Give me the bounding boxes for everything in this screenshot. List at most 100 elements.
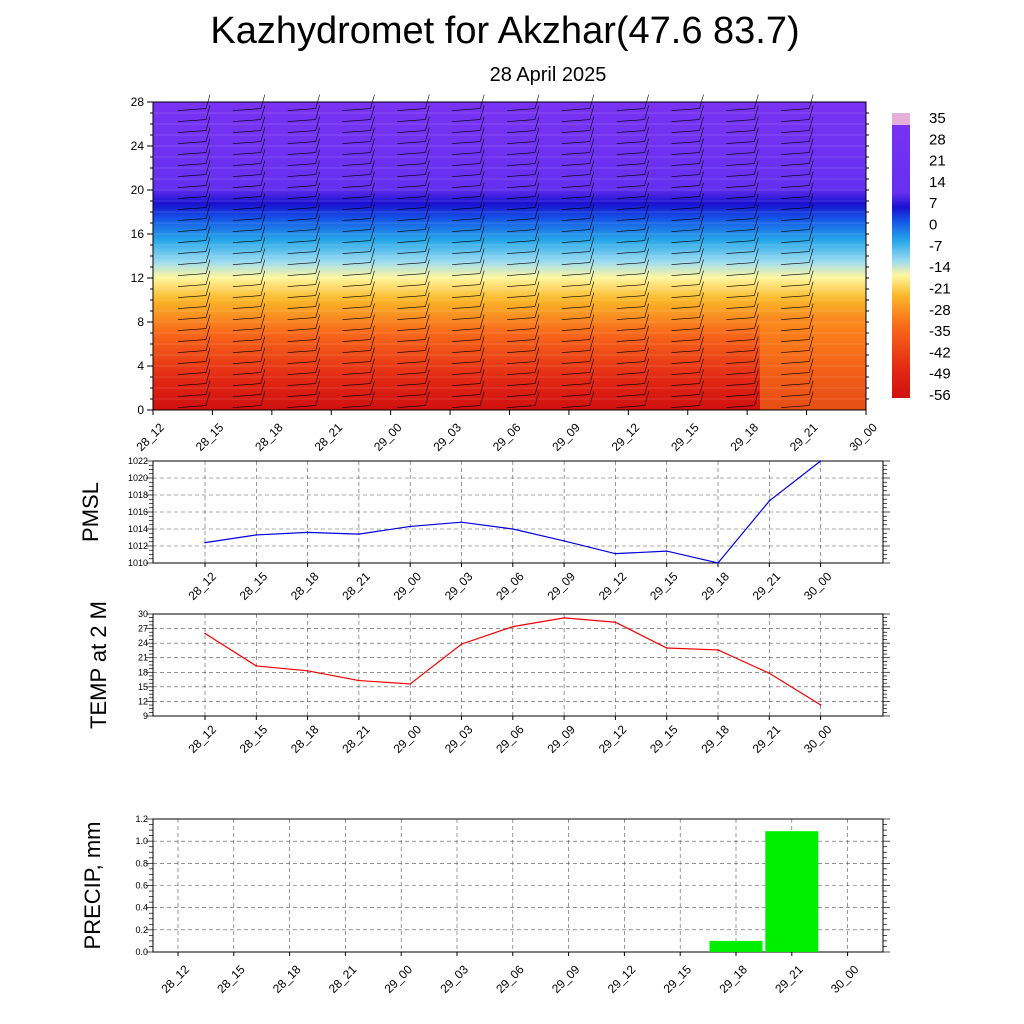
wind-barb-flag [479,171,485,186]
wind-barb [671,127,704,144]
wind-barb [781,116,814,133]
wind-barb [726,248,759,265]
wind-barb-shaft [177,196,207,199]
wind-barb [342,226,375,243]
colorbar-label: -7 [929,238,942,255]
wind-barb-shaft [616,350,645,353]
wind-barb-flag [808,270,814,285]
heatmap-ytick-label: 24 [131,139,145,153]
wind-barb-shaft [561,273,590,276]
wind-barb [452,303,485,320]
wind-barb-shaft [287,119,316,122]
wind-barb [616,369,649,386]
wind-barb [232,380,266,397]
wind-barb-flag [534,182,540,197]
wind-barb [506,138,540,155]
data-point [409,525,412,528]
wind-barb [561,204,595,221]
wind-barb [616,314,649,331]
wind-barb [616,138,649,155]
wind-barb [397,336,430,353]
wind-barb-shaft [342,130,371,133]
wind-barb-flag [205,193,211,208]
wind-barb-shaft [287,185,316,188]
wind-barb-flag [754,358,759,373]
wind-barb-shaft [781,130,810,133]
wind-barb-flag [534,270,540,285]
wind-barb [452,116,485,133]
wind-barb [781,358,814,375]
wind-barb-shaft [671,240,700,243]
wind-barb-shaft [781,394,810,397]
wind-barb-shaft [177,350,207,353]
wind-barb [561,281,595,298]
wind-barb [671,182,704,199]
xtick-label: 28_12 [185,722,219,756]
wind-barb-shaft [781,306,810,309]
wind-barb-shaft [781,108,810,111]
ytick-label: 24 [138,638,148,648]
wind-barb-shaft [342,229,371,232]
wind-barb-flag [479,358,485,373]
wind-barb-flag [754,149,759,164]
wind-barb [781,127,814,144]
wind-barb-flag [370,182,375,197]
wind-barb [452,204,485,221]
colorbar-label: 0 [929,217,937,234]
wind-barb-flag [589,303,595,318]
wind-barb [177,325,211,342]
wind-barb-flag [644,270,649,285]
wind-barb [781,347,814,364]
wind-barb-flag [808,182,814,197]
wind-barb-shaft [232,394,261,397]
wind-barb-shaft [726,141,755,144]
wind-barb [287,281,320,298]
wind-barb [506,226,540,243]
wind-barb-shaft [671,152,700,155]
wind-barb [781,105,814,122]
wind-barb-shaft [342,141,371,144]
wind-barb [561,138,595,155]
data-point [255,534,258,536]
xtick-label: 29_18 [698,722,732,756]
wind-barb [671,248,704,265]
wind-barb-flag [479,237,485,252]
colorbar-label: 28 [929,131,946,148]
wind-barb [671,380,704,397]
wind-barb-flag [315,259,320,274]
wind-barb-flag [425,149,430,164]
wind-barb-flag [699,237,704,252]
wind-barb-flag [808,358,814,373]
wind-barb-flag [479,303,485,318]
wind-barb-shaft [232,108,261,111]
wind-barb [232,226,266,243]
wind-barb-flag [205,226,211,241]
wind-barb [561,270,595,287]
wind-barb [506,105,540,122]
wind-barb-flag [260,270,266,285]
wind-barb-flag [205,391,211,406]
wind-barb-flag [808,369,814,384]
wind-barb-shaft [506,207,536,210]
wind-barb-flag [534,325,540,340]
wind-barb-flag [644,259,649,274]
wind-barb-shaft [671,350,700,353]
wind-barb-shaft [561,130,590,133]
wind-barb-shaft [232,372,261,375]
wind-barb-shaft [671,130,700,133]
wind-barb-shaft [342,207,371,210]
wind-barb-shaft [616,119,645,122]
wind-barb-shaft [616,317,645,320]
wind-barb-shaft [342,317,371,320]
wind-barb [177,193,211,210]
wind-barb-shaft [726,339,755,342]
wind-barb [177,303,211,320]
wind-barb [726,281,759,298]
wind-barb-shaft [561,295,590,298]
wind-barb [342,116,375,133]
wind-barb-flag [808,303,814,318]
wind-barb [452,281,485,298]
wind-barb-flag [260,182,266,197]
wind-barb-flag [370,215,375,230]
wind-barb-flag [370,237,375,252]
